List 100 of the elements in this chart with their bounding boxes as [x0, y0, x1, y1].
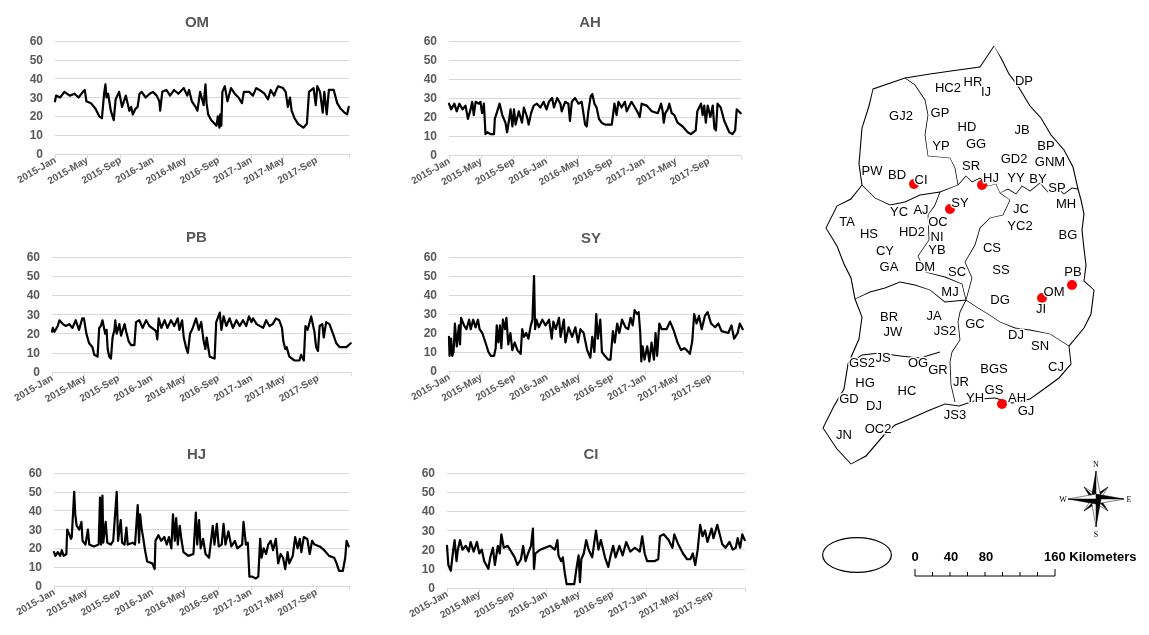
y-tick-label: 10 [423, 345, 438, 359]
y-tick-label: 50 [421, 485, 436, 500]
y-tick-label: 20 [423, 110, 438, 124]
y-tick-label: 60 [28, 466, 43, 480]
y-tick-label: 30 [421, 523, 436, 538]
text: GR [928, 361, 948, 377]
line-series [52, 490, 350, 580]
y-tick-label: 10 [29, 128, 44, 143]
y-tick-label: 20 [423, 326, 438, 340]
y-tick-label: 30 [26, 307, 41, 322]
y-tick-label: 0 [35, 579, 43, 593]
text: YC [889, 203, 909, 219]
text: OC2 [864, 420, 892, 436]
text: OC [928, 213, 948, 229]
text: SY [951, 194, 969, 210]
line-series [447, 274, 744, 363]
text: MH [1055, 195, 1077, 211]
text: E [1126, 494, 1132, 504]
text: GJ2 [889, 107, 913, 123]
line-series [53, 83, 350, 129]
text: HC [897, 382, 917, 398]
y-tick-label: 10 [421, 561, 436, 576]
text: HJ [983, 169, 999, 185]
text: NI [930, 228, 944, 244]
y-tick-label: 0 [430, 148, 438, 162]
text: CJ [1048, 358, 1064, 374]
line-series [447, 93, 742, 136]
y-tick-label: 40 [421, 504, 436, 519]
y-tick-label: 50 [423, 53, 438, 67]
y-tick-label: 60 [421, 466, 436, 480]
text: HD [957, 118, 977, 134]
text: DP [1014, 72, 1034, 88]
y-tick-label: 20 [421, 542, 436, 557]
text: JI [1035, 300, 1047, 316]
y-tick-label: 40 [28, 503, 43, 518]
text: JS2 [933, 322, 957, 338]
text: JW [883, 323, 904, 339]
text: GS [984, 381, 1004, 397]
chart-title: AH [579, 13, 601, 30]
text: CS [982, 239, 1002, 255]
text: YY [1007, 169, 1025, 185]
text: BG [1058, 226, 1078, 242]
y-tick-label: 40 [26, 288, 41, 303]
text: GP [930, 104, 950, 120]
y-tick-label: 20 [29, 109, 44, 124]
text: GNM [1034, 153, 1066, 169]
text: DJ [866, 397, 882, 413]
text: SS [992, 261, 1010, 277]
y-tick-label: 40 [423, 288, 438, 302]
text: GA [879, 258, 899, 274]
text: MJ [941, 283, 959, 299]
text: GD2 [1000, 150, 1028, 166]
text: W [1059, 494, 1068, 504]
text: GS2 [848, 354, 876, 370]
text: OG [907, 354, 929, 370]
text: JN [836, 426, 852, 442]
text: IJ [980, 83, 992, 99]
chart-title: HJ [186, 445, 207, 462]
text: GD [839, 390, 859, 406]
text: HC2 [934, 79, 962, 95]
chart-title: CI [583, 445, 599, 462]
chart-title: PB [186, 228, 208, 245]
y-tick-label: 40 [423, 72, 438, 86]
text: AJ [913, 201, 929, 217]
line-series [445, 523, 746, 586]
y-tick-label: 60 [423, 250, 438, 264]
chart-title: SY [580, 229, 602, 246]
text: GJ [1017, 402, 1035, 418]
text: HR [963, 73, 983, 89]
text: GC [965, 315, 985, 331]
y-tick-label: 30 [423, 91, 438, 105]
text: SN [1030, 337, 1050, 353]
text: DG [990, 291, 1010, 307]
text: JB [1014, 121, 1030, 137]
text: 40 [943, 548, 959, 564]
text: HS [859, 225, 879, 241]
text: TA [839, 213, 856, 229]
text: OM [1043, 283, 1065, 299]
text: SR [961, 157, 981, 173]
text: S [1093, 529, 1099, 539]
y-tick-label: 50 [28, 484, 43, 499]
y-tick-label: 60 [423, 34, 438, 48]
text: GG [965, 135, 987, 151]
y-tick-label: 50 [29, 52, 44, 67]
y-tick-label: 30 [28, 522, 43, 537]
y-tick-label: 40 [29, 71, 44, 86]
text: N [1093, 459, 1100, 469]
text: 0 [911, 548, 919, 564]
y-tick-label: 0 [430, 364, 438, 378]
text: YH [965, 389, 985, 405]
text: DM [914, 258, 936, 274]
y-tick-label: 50 [26, 269, 41, 284]
y-tick-label: 0 [33, 365, 41, 379]
text: JS3 [943, 406, 967, 422]
text: 160 Kilometers [1044, 548, 1137, 564]
text: PW [861, 162, 884, 178]
y-tick-label: 10 [28, 560, 43, 575]
text: SC [947, 263, 967, 279]
y-tick-label: 60 [29, 34, 44, 48]
y-tick-label: 20 [28, 541, 43, 556]
